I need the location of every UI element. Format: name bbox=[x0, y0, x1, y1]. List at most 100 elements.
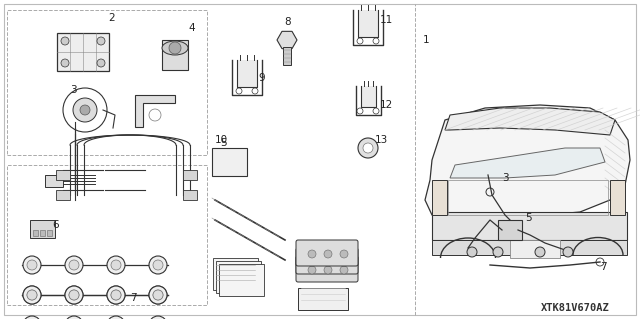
Bar bbox=[7, 10, 207, 155]
Text: 8: 8 bbox=[284, 17, 291, 27]
Circle shape bbox=[61, 59, 69, 67]
Circle shape bbox=[23, 316, 41, 319]
Circle shape bbox=[65, 286, 83, 304]
FancyBboxPatch shape bbox=[296, 240, 358, 266]
Bar bbox=[510, 240, 560, 258]
Bar bbox=[432, 180, 447, 215]
Bar bbox=[298, 288, 348, 310]
Text: 7: 7 bbox=[130, 293, 136, 303]
Circle shape bbox=[97, 59, 105, 67]
Circle shape bbox=[149, 256, 167, 274]
Circle shape bbox=[107, 316, 125, 319]
Circle shape bbox=[97, 37, 105, 45]
Text: 4: 4 bbox=[188, 23, 195, 33]
Bar bbox=[432, 212, 627, 240]
Circle shape bbox=[373, 108, 379, 114]
Circle shape bbox=[149, 109, 161, 121]
Bar bbox=[57, 33, 109, 71]
Circle shape bbox=[23, 286, 41, 304]
Circle shape bbox=[23, 286, 41, 304]
Ellipse shape bbox=[162, 41, 188, 55]
Bar bbox=[219, 264, 264, 296]
Circle shape bbox=[111, 260, 121, 270]
Circle shape bbox=[363, 143, 373, 153]
Circle shape bbox=[324, 266, 332, 274]
Polygon shape bbox=[445, 108, 615, 135]
Text: 5: 5 bbox=[525, 213, 532, 223]
Bar bbox=[56, 170, 70, 180]
Polygon shape bbox=[135, 95, 175, 127]
Text: 1: 1 bbox=[423, 35, 429, 45]
Text: 9: 9 bbox=[258, 73, 264, 83]
Polygon shape bbox=[425, 105, 630, 225]
Text: 11: 11 bbox=[380, 15, 393, 25]
FancyBboxPatch shape bbox=[296, 248, 358, 274]
Circle shape bbox=[153, 290, 163, 300]
Circle shape bbox=[69, 290, 79, 300]
Circle shape bbox=[236, 88, 242, 94]
Text: 3: 3 bbox=[502, 173, 509, 183]
Circle shape bbox=[73, 98, 97, 122]
Circle shape bbox=[107, 286, 125, 304]
Circle shape bbox=[324, 250, 332, 258]
Circle shape bbox=[23, 256, 41, 274]
Text: 7: 7 bbox=[600, 262, 607, 272]
Circle shape bbox=[111, 290, 121, 300]
Circle shape bbox=[149, 316, 167, 319]
Text: 5: 5 bbox=[220, 138, 227, 148]
Circle shape bbox=[358, 138, 378, 158]
Text: 3: 3 bbox=[70, 85, 77, 95]
Polygon shape bbox=[450, 148, 605, 178]
Circle shape bbox=[69, 290, 79, 300]
Circle shape bbox=[65, 316, 83, 319]
Circle shape bbox=[467, 247, 477, 257]
Text: XTK81V670AZ: XTK81V670AZ bbox=[541, 303, 609, 313]
Circle shape bbox=[252, 88, 258, 94]
Bar bbox=[47, 230, 52, 236]
FancyBboxPatch shape bbox=[296, 256, 358, 282]
Bar bbox=[212, 148, 247, 176]
Circle shape bbox=[324, 258, 332, 266]
Circle shape bbox=[373, 38, 379, 44]
Polygon shape bbox=[277, 31, 297, 49]
Bar bbox=[45, 175, 63, 187]
Circle shape bbox=[153, 260, 163, 270]
Bar bbox=[33, 230, 38, 236]
Circle shape bbox=[308, 266, 316, 274]
Bar bbox=[162, 40, 188, 70]
Bar bbox=[7, 165, 207, 305]
Bar bbox=[216, 261, 261, 293]
Circle shape bbox=[107, 256, 125, 274]
Text: 6: 6 bbox=[52, 220, 59, 230]
Circle shape bbox=[65, 286, 83, 304]
Text: 10: 10 bbox=[215, 135, 228, 145]
Bar bbox=[213, 258, 258, 290]
Bar bbox=[40, 230, 45, 236]
Circle shape bbox=[27, 260, 37, 270]
Circle shape bbox=[535, 247, 545, 257]
Circle shape bbox=[111, 290, 121, 300]
Circle shape bbox=[149, 286, 167, 304]
Bar bbox=[361, 86, 376, 107]
Text: 13: 13 bbox=[375, 135, 388, 145]
Bar bbox=[237, 60, 257, 87]
Circle shape bbox=[80, 105, 90, 115]
Circle shape bbox=[308, 250, 316, 258]
Circle shape bbox=[563, 247, 573, 257]
Circle shape bbox=[340, 266, 348, 274]
Bar bbox=[358, 10, 378, 37]
Circle shape bbox=[69, 260, 79, 270]
Bar bbox=[30, 220, 55, 238]
Bar bbox=[498, 220, 522, 240]
Bar bbox=[448, 180, 608, 215]
Circle shape bbox=[169, 42, 181, 54]
Circle shape bbox=[27, 290, 37, 300]
Circle shape bbox=[153, 290, 163, 300]
Text: 2: 2 bbox=[108, 13, 115, 23]
Circle shape bbox=[357, 38, 363, 44]
Circle shape bbox=[61, 37, 69, 45]
Circle shape bbox=[357, 108, 363, 114]
Circle shape bbox=[340, 258, 348, 266]
Circle shape bbox=[308, 258, 316, 266]
Bar bbox=[56, 190, 70, 200]
